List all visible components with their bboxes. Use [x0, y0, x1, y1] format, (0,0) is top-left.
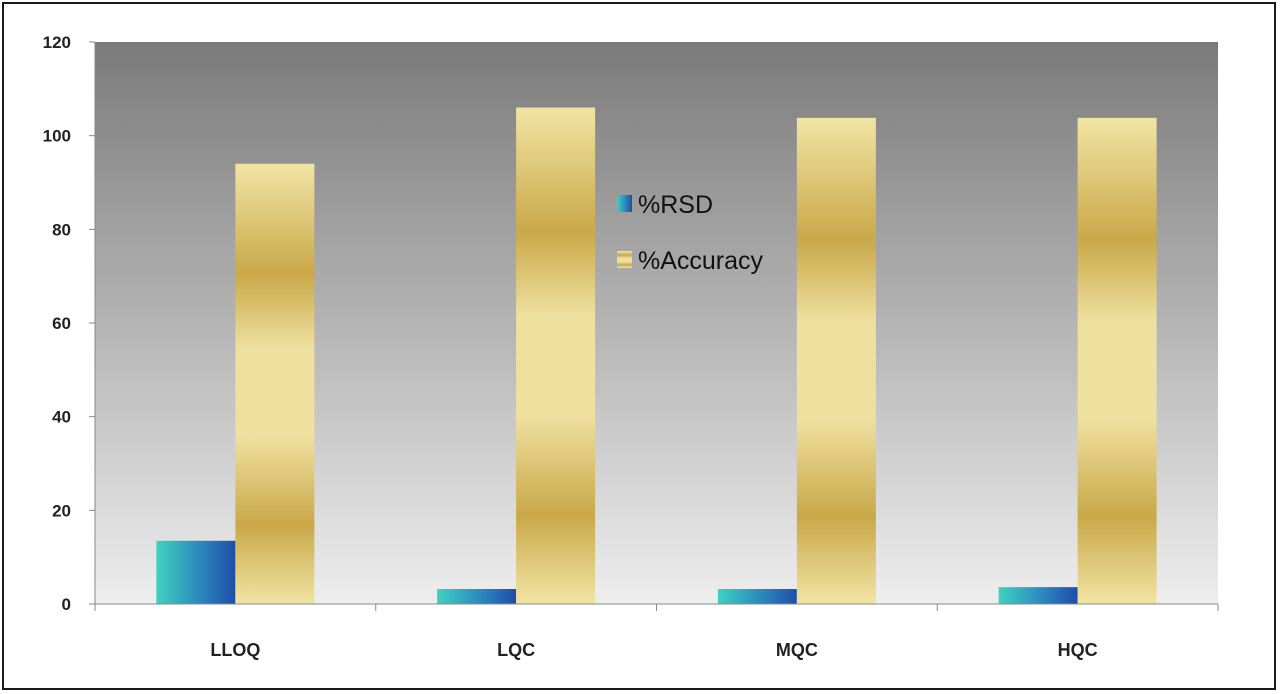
- y-tick-label: 20: [52, 501, 71, 520]
- bar-accuracy: [516, 107, 596, 605]
- y-tick-label: 40: [52, 408, 71, 427]
- legend-swatch-rsd: [617, 195, 632, 212]
- bar-rsd: [717, 589, 797, 604]
- bar-accuracy: [235, 163, 315, 604]
- y-tick-label: 60: [52, 314, 71, 333]
- y-tick-label: 100: [43, 127, 71, 146]
- bar-rsd: [156, 540, 236, 604]
- bar-rsd: [998, 587, 1078, 604]
- bar-rsd: [437, 589, 517, 604]
- x-category-label: LLOQ: [210, 640, 260, 660]
- y-axis: 0 20 40 60 80 100 120: [43, 33, 96, 614]
- bar-accuracy: [1077, 117, 1157, 605]
- legend: %RSD %Accuracy: [617, 191, 764, 275]
- legend-swatch-accuracy: [617, 251, 632, 268]
- bar-accuracy: [796, 117, 876, 605]
- bars-group: [156, 107, 1157, 605]
- x-category-label: MQC: [776, 640, 818, 660]
- y-tick-label: 120: [43, 33, 71, 52]
- x-axis: LLOQ LQC MQC HQC: [94, 603, 1219, 660]
- x-category-label: LQC: [497, 640, 535, 660]
- x-category-label: HQC: [1058, 640, 1098, 660]
- y-tick-label: 0: [62, 595, 71, 614]
- y-tick-label: 80: [52, 220, 71, 239]
- legend-label-accuracy: %Accuracy: [638, 247, 764, 275]
- legend-label-rsd: %RSD: [638, 191, 713, 219]
